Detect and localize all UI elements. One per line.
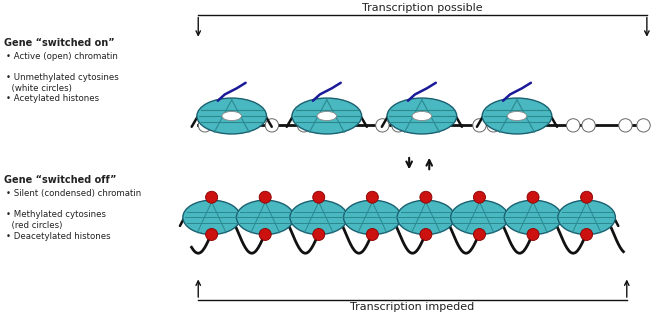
Ellipse shape — [420, 228, 432, 240]
Text: • Unmethylated cytosines
  (white circles): • Unmethylated cytosines (white circles) — [6, 73, 119, 93]
Text: • Acetylated histones: • Acetylated histones — [6, 94, 99, 104]
Ellipse shape — [473, 119, 486, 132]
Ellipse shape — [420, 191, 432, 203]
Ellipse shape — [313, 191, 325, 203]
Ellipse shape — [231, 119, 245, 132]
Circle shape — [222, 112, 242, 121]
Ellipse shape — [558, 200, 615, 234]
Ellipse shape — [297, 119, 311, 132]
Ellipse shape — [336, 119, 349, 132]
Ellipse shape — [504, 200, 562, 234]
Ellipse shape — [580, 191, 592, 203]
Ellipse shape — [482, 98, 552, 134]
Ellipse shape — [527, 228, 539, 240]
Text: • Methylated cytosines
  (red circles): • Methylated cytosines (red circles) — [6, 210, 106, 230]
Ellipse shape — [580, 228, 592, 240]
Ellipse shape — [566, 119, 580, 132]
Ellipse shape — [387, 98, 457, 134]
Ellipse shape — [265, 119, 278, 132]
Ellipse shape — [582, 119, 595, 132]
Ellipse shape — [292, 98, 362, 134]
Ellipse shape — [429, 119, 443, 132]
Ellipse shape — [205, 191, 217, 203]
Text: • Active (open) chromatin: • Active (open) chromatin — [6, 52, 118, 61]
Text: Gene “switched off”: Gene “switched off” — [4, 175, 117, 185]
Ellipse shape — [313, 228, 325, 240]
Ellipse shape — [205, 228, 217, 240]
Ellipse shape — [619, 119, 632, 132]
Ellipse shape — [637, 119, 650, 132]
Circle shape — [317, 112, 337, 121]
Ellipse shape — [259, 228, 271, 240]
Ellipse shape — [198, 119, 211, 132]
Ellipse shape — [197, 98, 266, 134]
Text: Gene “switched on”: Gene “switched on” — [4, 38, 115, 48]
Ellipse shape — [527, 191, 539, 203]
Ellipse shape — [524, 119, 537, 132]
Ellipse shape — [236, 200, 294, 234]
Ellipse shape — [474, 191, 486, 203]
Ellipse shape — [366, 191, 378, 203]
Ellipse shape — [290, 200, 348, 234]
Ellipse shape — [366, 228, 378, 240]
Circle shape — [507, 112, 527, 121]
Text: Transcription possible: Transcription possible — [362, 3, 483, 13]
Ellipse shape — [183, 200, 240, 234]
Ellipse shape — [474, 228, 486, 240]
Text: • Deacetylated histones: • Deacetylated histones — [6, 232, 111, 241]
Ellipse shape — [397, 200, 455, 234]
Ellipse shape — [344, 200, 401, 234]
Ellipse shape — [451, 200, 508, 234]
Text: • Silent (condensed) chromatin: • Silent (condensed) chromatin — [6, 189, 142, 198]
Ellipse shape — [376, 119, 389, 132]
Circle shape — [412, 112, 431, 121]
Ellipse shape — [487, 119, 500, 132]
Text: Transcription impeded: Transcription impeded — [350, 301, 474, 312]
Ellipse shape — [392, 119, 405, 132]
Ellipse shape — [259, 191, 271, 203]
